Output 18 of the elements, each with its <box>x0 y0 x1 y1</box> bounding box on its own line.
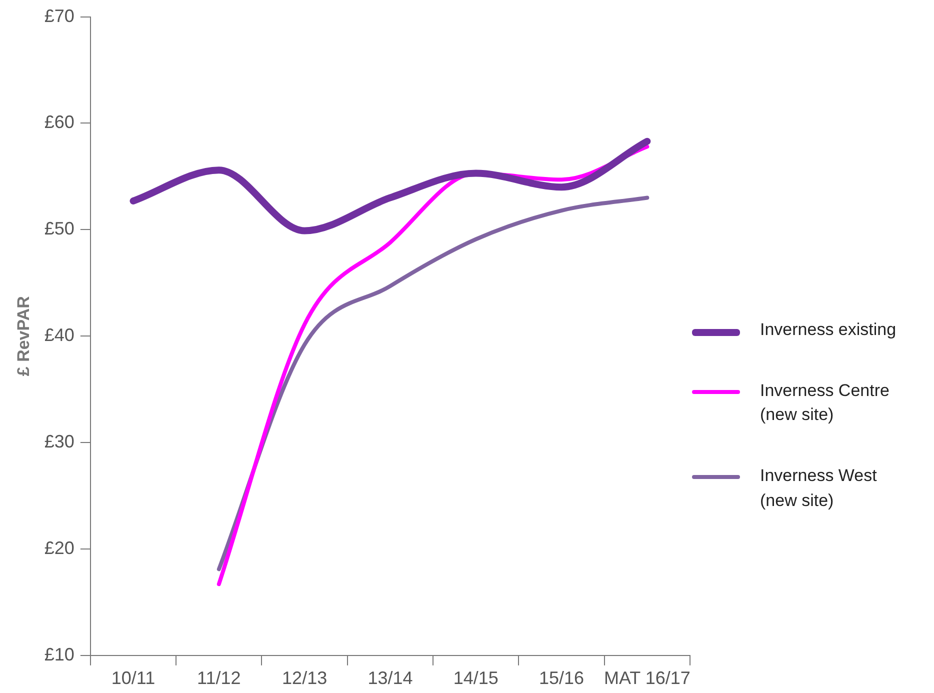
y-tick-label: £70 <box>44 6 74 26</box>
legend-label: Inverness Centre (new site) <box>760 380 890 426</box>
y-tick-label: £20 <box>44 538 74 558</box>
y-axis-title: £ RevPAR <box>14 296 33 376</box>
x-tick-label: 10/11 <box>111 668 156 688</box>
x-tick-label: 15/16 <box>539 668 584 688</box>
x-tick-label: 14/15 <box>453 668 498 688</box>
legend-label: Inverness West (new site) <box>760 464 878 512</box>
y-tick-label: £40 <box>44 325 74 346</box>
legend-label: Inverness existing <box>760 319 896 341</box>
y-tick-label: £30 <box>44 432 74 452</box>
y-tick-label: £50 <box>44 218 74 239</box>
x-tick-label: 12/13 <box>282 668 328 688</box>
x-tick-label: MAT 16/17 <box>604 668 690 688</box>
x-tick-label: 13/14 <box>368 668 413 688</box>
y-tick-label: £60 <box>44 112 74 132</box>
x-tick-label: 11/12 <box>197 668 241 688</box>
y-tick-label: £10 <box>44 644 74 664</box>
